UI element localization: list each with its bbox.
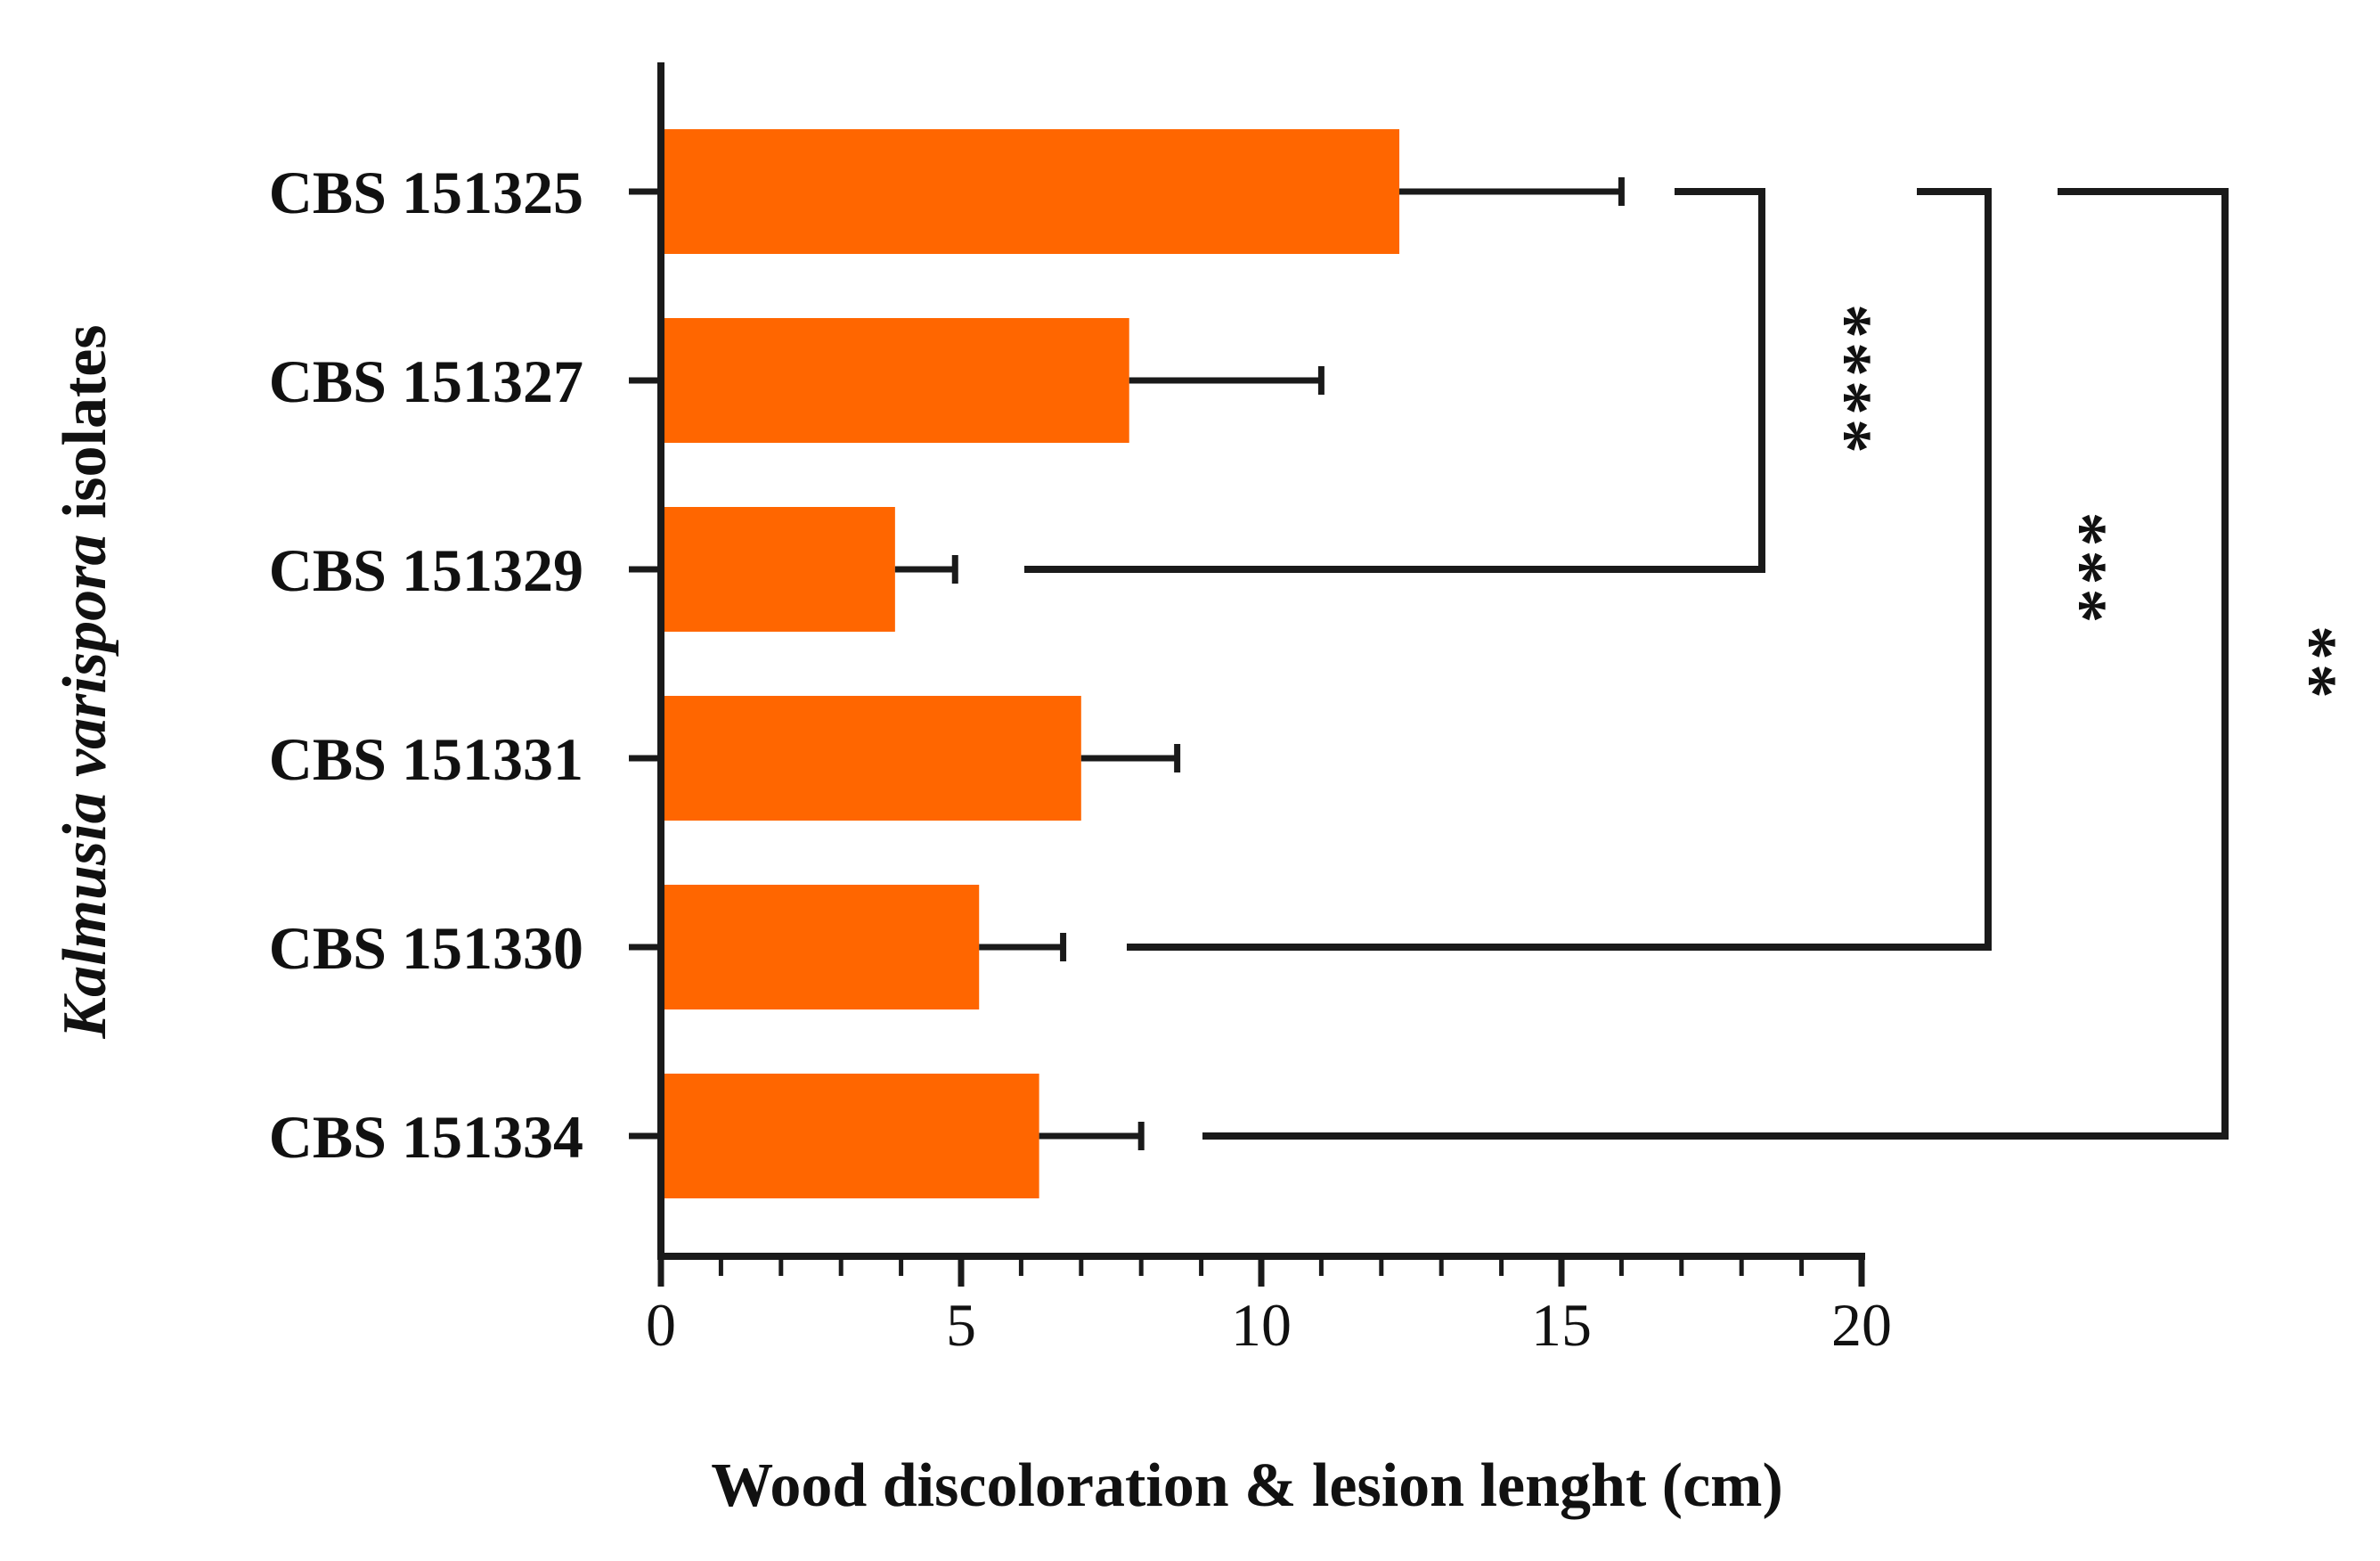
bar (661, 318, 1129, 443)
significance-layer: ********* (1024, 188, 2351, 1140)
category-label: CBS 151331 (269, 725, 583, 793)
axes-layer (629, 62, 1865, 1287)
y-axis-title-italic: Kalmusia varispora (51, 535, 119, 1040)
y-axis-title: Kalmusia varispora isolates (51, 324, 119, 1039)
category-label: CBS 151327 (269, 347, 583, 415)
x-tick-label: 15 (1531, 1291, 1592, 1359)
bar (661, 129, 1400, 254)
significance-label: *** (2044, 512, 2122, 627)
bars-layer (661, 129, 1400, 1198)
significance-label: **** (1809, 304, 1887, 457)
category-labels-layer: CBS 151325 CBS 151327 CBS 151329 CBS 151331… (269, 159, 583, 1171)
x-tick-label: 10 (1231, 1291, 1292, 1359)
bar (661, 885, 980, 1009)
error-bars-layer (894, 177, 1625, 1150)
category-label: CBS 151334 (269, 1103, 583, 1171)
bar (661, 507, 895, 632)
bar (661, 696, 1081, 821)
tick-labels-layer: 0 5 10 15 20 (646, 1291, 1892, 1359)
bar (661, 1074, 1039, 1198)
significance-label: ** (2274, 625, 2351, 702)
significance-bracket (1202, 188, 2229, 1140)
y-axis-title-rest: isolates (51, 324, 119, 534)
x-tick-label: 5 (946, 1291, 976, 1359)
x-tick-label: 20 (1831, 1291, 1892, 1359)
category-label: CBS 151330 (269, 914, 583, 982)
significance-bracket (1127, 188, 1992, 951)
x-axis-title: Wood discoloration & lesion lenght (cm) (711, 1451, 1783, 1520)
x-tick-label: 0 (646, 1291, 676, 1359)
significance-bracket (1024, 188, 1765, 573)
category-label: CBS 151329 (269, 536, 583, 604)
category-label: CBS 151325 (269, 159, 583, 226)
